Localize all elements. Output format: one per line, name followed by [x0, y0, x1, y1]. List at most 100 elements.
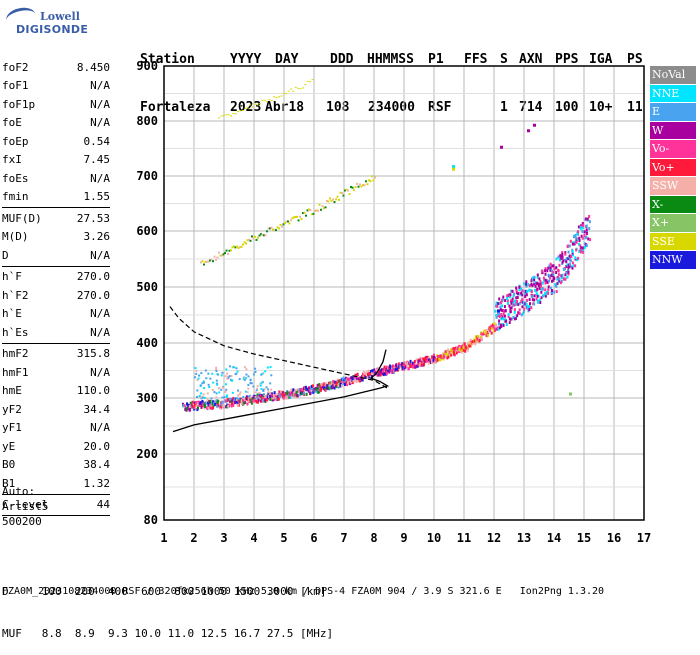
echo-point — [499, 305, 502, 309]
echo-point — [276, 226, 279, 229]
echo-point — [270, 393, 273, 397]
echo-point — [319, 384, 322, 388]
x-tick-label: 2 — [190, 531, 197, 545]
echo-point — [517, 302, 520, 306]
echo-point — [294, 215, 297, 218]
echo-point — [251, 235, 253, 238]
param-value: N/A — [90, 248, 110, 262]
echo-point — [225, 388, 228, 391]
echo-point — [386, 368, 389, 372]
echo-point — [544, 278, 547, 282]
echo-point — [258, 391, 261, 394]
echo-point — [548, 266, 551, 270]
echo-point — [269, 366, 272, 369]
echo-point — [544, 281, 547, 285]
param-row: hmF1 N/A — [2, 363, 110, 382]
echo-point — [318, 390, 321, 394]
echo-point — [243, 241, 246, 244]
echo-point — [204, 260, 207, 263]
echo-point — [289, 395, 292, 399]
param-row: foEs N/A — [2, 169, 110, 188]
echo-point — [272, 228, 274, 231]
echo-point — [215, 379, 218, 382]
echo-point — [553, 290, 556, 294]
echo-point — [536, 275, 539, 279]
header-label: PPS — [555, 52, 579, 67]
echo-point — [424, 359, 427, 363]
echo-point — [446, 356, 449, 360]
echo-point — [285, 93, 288, 95]
echo-point — [334, 380, 337, 384]
echo-point — [270, 226, 273, 229]
echo-point — [555, 257, 558, 261]
echo-point — [585, 228, 588, 232]
echo-point — [267, 392, 270, 396]
echo-point — [549, 286, 552, 290]
param-row: foF2 8.450 — [2, 58, 110, 77]
echo-point — [525, 284, 528, 288]
echo-point — [242, 109, 244, 111]
echo-point — [395, 363, 398, 367]
echo-point — [559, 254, 562, 258]
echo-point — [251, 399, 254, 403]
echo-point — [432, 358, 435, 362]
echo-point — [292, 90, 295, 92]
echo-point — [339, 384, 342, 388]
echo-point — [500, 300, 503, 304]
echo-point — [342, 194, 345, 197]
echo-point — [509, 293, 512, 297]
echo-point — [536, 299, 539, 303]
echo-point — [344, 379, 347, 383]
legend-item: SSE — [650, 232, 696, 250]
echo-point — [478, 339, 481, 343]
echo-point — [524, 289, 527, 293]
param-row: C-level 44 — [2, 496, 110, 515]
echo-point — [509, 306, 512, 310]
echo-point — [223, 396, 226, 399]
echo-point — [215, 258, 217, 261]
echo-point — [226, 377, 229, 380]
param-name: foF1p — [2, 97, 36, 111]
echo-point — [275, 397, 278, 401]
header-value: Abr18 — [265, 100, 305, 115]
echo-point — [512, 303, 515, 307]
param-row: foF1 N/A — [2, 77, 110, 96]
echo-point — [344, 382, 347, 386]
echo-point — [419, 357, 422, 361]
echo-point — [474, 339, 477, 343]
echo-point — [502, 323, 505, 327]
echo-point — [333, 386, 336, 390]
echo-point — [564, 251, 567, 255]
echo-point — [500, 325, 503, 329]
echo-point — [244, 377, 247, 380]
echo-point — [585, 244, 588, 248]
echo-point — [256, 104, 259, 106]
echo-point — [302, 87, 304, 89]
echo-point — [341, 378, 344, 382]
echo-point — [232, 112, 235, 114]
echo-point — [515, 291, 518, 295]
echo-point — [239, 110, 242, 112]
x-tick-label: 9 — [400, 531, 407, 545]
ionospheric-parameters: foF2 8.450 foF1 N/A foF1p N/A foE N/A foEp 0.54 fx… — [2, 58, 110, 517]
echo-point — [226, 403, 229, 407]
echo-point — [264, 398, 267, 402]
echo-point — [379, 369, 382, 373]
echo-point — [561, 260, 564, 264]
echo-point — [304, 385, 307, 389]
echo-point — [210, 406, 213, 410]
echo-point — [477, 334, 480, 338]
echo-point — [209, 399, 212, 403]
param-row: hmF2 315.8 — [2, 345, 110, 364]
echo-point — [443, 355, 446, 359]
logo-line1: Lowell — [40, 10, 80, 23]
echo-point — [300, 218, 303, 221]
echo-point — [567, 272, 570, 276]
echo-point — [528, 308, 531, 312]
echo-point — [574, 256, 577, 260]
param-row: h`Es N/A — [2, 323, 110, 342]
echo-point — [427, 358, 430, 362]
param-value: N/A — [90, 116, 110, 130]
echo-point — [223, 399, 226, 403]
echo-point — [555, 282, 558, 286]
